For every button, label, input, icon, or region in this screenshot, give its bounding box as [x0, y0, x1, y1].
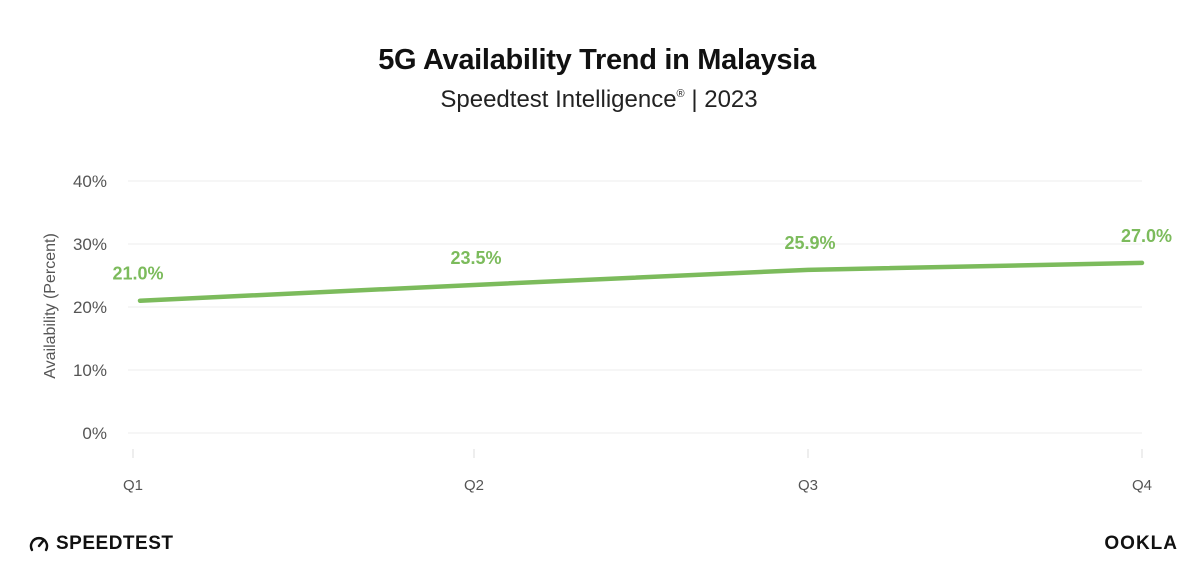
y-axis-label: Availability (Percent) [42, 233, 59, 379]
x-tick-label: Q3 [798, 477, 818, 494]
x-tick-label: Q1 [123, 477, 143, 494]
ookla-wordmark: OOKLA [1104, 533, 1178, 554]
data-label: 23.5% [450, 248, 501, 268]
data-label: 21.0% [112, 264, 163, 284]
data-label: 27.0% [1121, 226, 1172, 246]
subtitle-year: | 2023 [684, 86, 758, 113]
y-tick-label: 10% [73, 361, 107, 380]
y-tick-label: 0% [82, 424, 107, 443]
y-tick-labels: 0% 10% 20% 30% 40% [73, 172, 107, 443]
speedtest-logo: SPEEDTEST [28, 532, 173, 556]
x-tick-labels: Q1 Q2 Q3 Q4 [123, 449, 1152, 494]
series-line [137, 260, 1145, 303]
speedtest-wordmark: SPEEDTEST [56, 533, 174, 554]
chart-title: 5G Availability Trend in Malaysia [378, 44, 816, 76]
grid-lines [128, 180, 1142, 434]
series [137, 260, 1145, 303]
y-tick-label: 30% [73, 235, 107, 254]
x-tick-label: Q4 [1132, 477, 1152, 494]
registered-mark: ® [676, 88, 685, 100]
y-tick-label: 40% [73, 172, 107, 191]
y-tick-label: 20% [73, 298, 107, 317]
subtitle-main: Speedtest Intelligence [440, 86, 677, 113]
data-labels: 21.0% 23.5% 25.9% 27.0% [112, 226, 1172, 284]
data-label: 25.9% [784, 233, 835, 253]
x-tick-label: Q2 [464, 477, 484, 494]
ookla-logo: OOKLA [1104, 532, 1178, 556]
speedometer-icon [29, 537, 49, 552]
chart-subtitle: Speedtest Intelligence® | 2023 [0, 86, 1198, 114]
